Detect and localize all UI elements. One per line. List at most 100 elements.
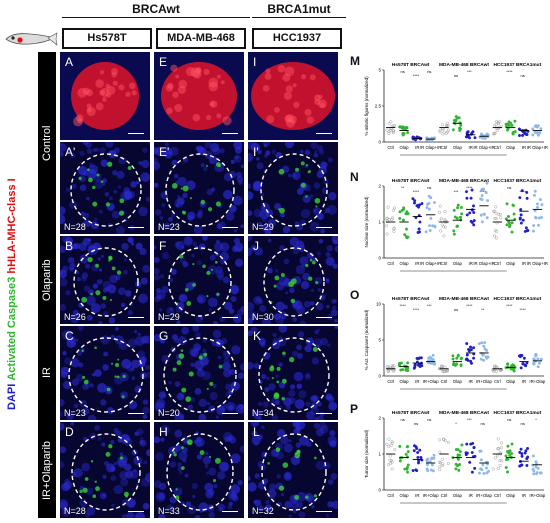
microscopy-panel-a: A — [60, 52, 150, 140]
scale-bar — [222, 510, 238, 512]
significance-label: **** — [413, 73, 420, 78]
data-point — [391, 208, 395, 212]
category-label: IR+Olap — [529, 379, 545, 384]
data-point — [497, 212, 501, 216]
microscopy-panel-c: C N=23 — [60, 326, 150, 420]
data-point — [414, 468, 418, 472]
category-label: Ctrl — [387, 261, 394, 266]
data-point — [416, 451, 420, 455]
data-point — [459, 357, 463, 361]
data-point — [429, 468, 433, 472]
data-point — [430, 358, 434, 362]
data-point — [485, 466, 489, 470]
data-point — [427, 194, 431, 198]
data-point — [427, 207, 431, 211]
data-point — [438, 468, 442, 472]
data-point — [485, 348, 489, 352]
data-point — [385, 232, 389, 236]
data-point — [510, 442, 514, 446]
data-point — [456, 206, 460, 210]
data-point — [480, 194, 484, 198]
sample-size: N=28 — [64, 222, 86, 232]
significance-label: ns — [481, 421, 485, 426]
data-point — [437, 210, 441, 214]
data-point — [430, 456, 434, 460]
category-label: IR+Olap — [476, 493, 492, 498]
data-point — [472, 346, 476, 350]
data-point — [536, 466, 540, 470]
data-point — [418, 220, 422, 224]
data-point — [505, 202, 509, 206]
data-point — [473, 466, 477, 470]
significance-label: ns — [401, 69, 405, 74]
category-label: Olap — [399, 379, 409, 384]
data-point — [416, 230, 420, 234]
scale-bar — [128, 226, 144, 228]
data-point — [523, 363, 527, 367]
microscopy-panel-i-prime: I' N=29 — [248, 142, 338, 234]
data-point — [494, 205, 498, 209]
data-point — [438, 438, 442, 442]
data-point — [391, 216, 395, 220]
data-point — [477, 342, 481, 346]
sample-size: N=29 — [252, 222, 274, 232]
sample-size: N=34 — [252, 408, 274, 418]
panel-letter: D — [65, 425, 74, 439]
data-point — [465, 131, 469, 135]
data-point — [438, 465, 442, 469]
data-point — [495, 236, 499, 240]
data-point — [453, 215, 457, 219]
data-point — [499, 216, 503, 220]
category-label: IR — [522, 261, 526, 266]
data-point — [485, 471, 489, 475]
significance-label: **** — [480, 189, 487, 194]
data-point — [470, 188, 474, 192]
data-point — [398, 216, 402, 220]
data-point — [496, 447, 500, 451]
data-point — [470, 220, 474, 224]
data-point — [459, 215, 463, 219]
category-label: Olap — [453, 145, 463, 150]
significance-label: ns — [454, 73, 458, 78]
data-point — [406, 450, 410, 454]
data-point — [504, 454, 508, 458]
data-point — [440, 123, 444, 127]
data-point — [507, 124, 511, 128]
data-point — [467, 347, 471, 351]
data-point — [510, 230, 514, 234]
category-label: Olap — [506, 379, 516, 384]
data-point — [479, 357, 483, 361]
category-label: IR — [415, 493, 419, 498]
scale-bar — [128, 316, 144, 318]
data-point — [416, 455, 420, 459]
data-point — [536, 124, 540, 128]
data-point — [526, 446, 530, 450]
significance-label: ns — [507, 417, 511, 422]
data-point — [480, 220, 484, 224]
data-point — [525, 361, 529, 365]
group-title: MDA-MB-468 BRCAwt — [439, 410, 489, 416]
data-point — [390, 467, 394, 471]
data-point — [441, 370, 445, 374]
data-point — [486, 199, 490, 203]
y-tick-label: 0 — [378, 488, 381, 493]
data-point — [391, 129, 395, 133]
panel-label-n: N — [350, 170, 359, 184]
group-title: Hs578T BRCAwt — [392, 296, 430, 302]
cell-line-hcc1937: HCC1937 — [252, 28, 342, 49]
data-point — [458, 463, 462, 467]
data-point — [506, 444, 510, 448]
data-point — [525, 190, 529, 194]
data-point — [417, 459, 421, 463]
data-point — [400, 208, 404, 212]
category-label: IR — [415, 145, 419, 150]
data-point — [523, 132, 527, 136]
data-point — [452, 208, 456, 212]
data-point — [393, 448, 397, 452]
data-point — [495, 230, 499, 234]
category-label: Olap — [506, 261, 516, 266]
data-point — [390, 440, 394, 444]
data-point — [444, 225, 448, 229]
y-tick-label: 2 — [378, 416, 381, 421]
significance-label: * — [535, 417, 537, 422]
